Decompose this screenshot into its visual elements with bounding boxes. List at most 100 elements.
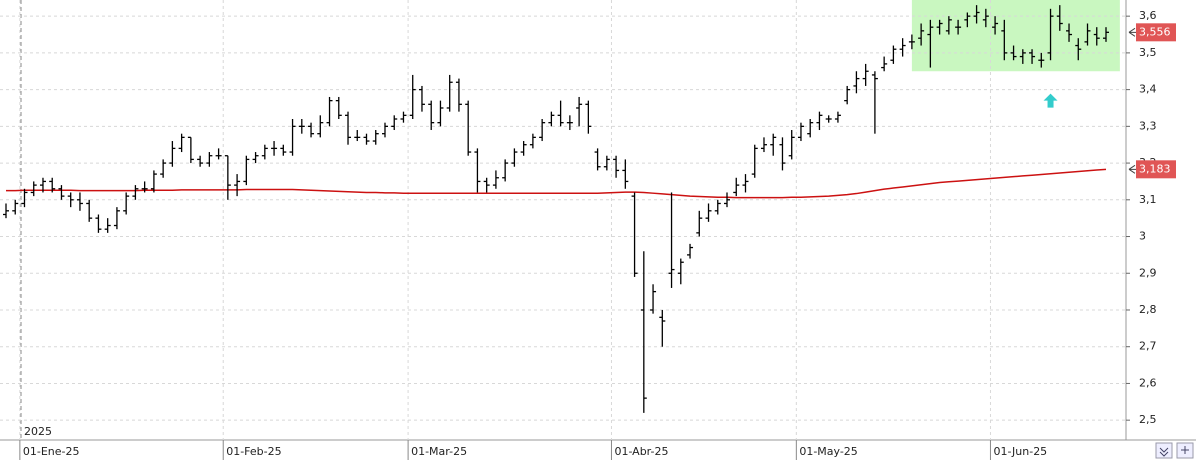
ohlc-bar [557,100,564,127]
y-tick-label: 2,6 [1139,376,1157,389]
ohlc-bar [49,177,56,193]
ohlc-bar [455,78,462,112]
ohlc-bar [113,207,120,230]
ohlc-bar [899,38,906,57]
y-tick-label: 3,4 [1139,83,1157,96]
price-pointer [1128,164,1136,174]
ohlc-bar [936,19,943,35]
ohlc-bar [677,258,684,285]
ohlc-bar [640,251,647,413]
ohlc-bar [104,218,111,233]
ohlc-bar [834,111,841,123]
ohlc-bar [1056,5,1063,31]
ohlc-bar [1084,23,1091,46]
ohlc-bar [289,118,296,156]
ohlc-bar [733,177,740,197]
ohlc-bar [539,118,546,142]
ohlc-bar [428,100,435,131]
ohlc-bar [280,144,287,156]
ohlc-bar [502,159,509,182]
ohlc-bar [21,188,28,208]
ohlc-bar [714,199,721,215]
ohlc-bar [973,5,980,24]
ohlc-bar [335,96,342,119]
ohlc-bar [631,192,638,277]
x-tick-label: 01-Feb-25 [226,445,281,458]
ohlc-bar [1103,27,1109,42]
ohlc-bar [613,155,620,178]
ohlc-bar [30,181,37,197]
ohlc-bar [955,19,962,35]
ohlc-bar [659,309,666,347]
ohlc-bar [687,243,694,259]
ohlc-bar [779,137,786,171]
ohlc-bar [760,137,767,153]
ohlc-bar [86,199,93,222]
ohlc-bar [816,111,823,131]
ohlc-bar [141,181,148,193]
ohlc-bar [243,155,250,186]
ohlc-bar [520,141,527,156]
ohlc-bar [964,12,971,28]
ohlc-bar [271,141,278,156]
ohlc-bar [1001,19,1008,61]
ohlc-bar [927,19,934,68]
price-pointer [1128,27,1136,37]
ohlc-bar [585,100,592,134]
ohlc-bar [511,148,518,167]
ohlc-bar [317,115,324,138]
ohlc-bar [224,155,231,200]
ohlc-bar [668,192,675,288]
ohlc-bar [197,155,204,167]
ohlc-bar [576,96,583,127]
x-tick-label: 01-Ene-25 [23,445,80,458]
ohlc-bar [345,111,352,145]
settings-icon [1181,446,1189,454]
ohlc-bar [945,16,952,35]
ohlc-bar [881,56,888,72]
y-tick-label: 2,5 [1139,413,1157,426]
ohlc-bar [437,100,444,127]
ohlc-bar [483,177,490,193]
ohlc-bar [1019,49,1026,64]
ohlc-bar [1047,8,1054,61]
ohlc-bar [95,214,102,233]
ohlc-bar [206,152,213,167]
y-tick-label: 2,9 [1139,266,1157,279]
y-tick-label: 3,3 [1139,119,1157,132]
x-tick-label: 01-Abr-25 [614,445,668,458]
moving-average [6,168,1107,199]
ohlc-bar [594,148,601,171]
y-tick-label: 2,8 [1139,303,1157,316]
price-label: 3,183 [1139,162,1171,175]
ohlc-bar [12,199,19,215]
ohlc-bar [992,16,999,35]
x-tick-label: 01-Mar-25 [411,445,467,458]
ohlc-bar [853,71,860,94]
scroll-icon [1159,447,1169,457]
ohlc-bar [187,136,194,164]
scroll-button[interactable] [1155,442,1173,459]
ohlc-bar [548,111,555,127]
year-label: 2025 [24,425,52,438]
ohlc-bar [1075,38,1082,61]
ohlc-bar [890,45,897,64]
ohlc-bar [724,192,731,208]
ohlc-bar [844,85,851,105]
ohlc-bar [326,96,333,127]
ohlc-bar [705,203,712,222]
ohlc-bar [3,203,9,219]
ohlc-bar [622,159,629,189]
ohlc-bar [67,192,74,208]
ohlc-bar [252,152,259,164]
ohlc-bar [39,177,46,193]
ohlc-bar [566,115,573,131]
ohlc-bar [1038,52,1045,68]
ohlc-bar [529,133,536,149]
ohlc-bar [465,100,472,156]
ohlc-bar [862,63,869,86]
ohlc-bar [132,185,139,200]
ohlc-bar [409,74,416,119]
ohlc-bar [871,71,878,134]
